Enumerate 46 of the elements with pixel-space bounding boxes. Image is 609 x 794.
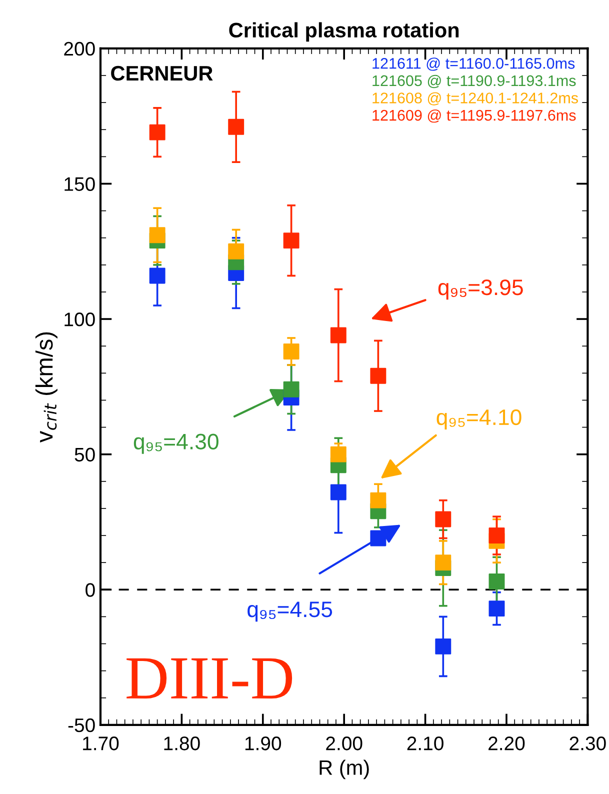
point [370,492,386,508]
annotation: q₉₅=4.55 [248,602,332,622]
point [370,368,386,384]
x-tick-label: 2.30 [570,736,606,750]
y-tick-label: 0 [86,583,95,597]
point [370,530,386,546]
x-axis-title: R (m) [320,760,369,780]
x-tick-label: 2.20 [488,736,525,750]
y-tick-label: -50 [68,718,95,732]
y-tick-label: 100 [64,312,95,326]
point [435,554,452,571]
x-tick-label: 1.90 [245,736,282,750]
y-tick-label: 150 [64,177,95,191]
point [488,600,505,617]
annotation: CERNEUR [111,66,213,81]
point [435,511,452,528]
point [435,638,452,654]
y-tick-label: 50 [74,448,95,462]
y-axis-title: v$_{crit}$ (km/s) [35,332,58,443]
text: 121608 @ t=1240.1-1241.2ms [372,92,578,106]
annotation: q₉₅=3.95 [438,279,523,300]
x-tick-label: 2.00 [326,736,362,750]
point [283,344,300,360]
chart-title: Critical plasma rotation [229,22,459,42]
point [488,574,505,590]
point [228,118,244,135]
point [228,243,244,260]
point [330,484,346,500]
point [330,327,346,344]
point [283,232,300,249]
text: 121605 @ t=1190.9-1193.1ms [372,74,576,88]
point [283,381,300,398]
y-tick-label: 200 [64,42,95,56]
point [330,446,346,462]
x-tick-label: 1.80 [164,736,200,750]
x-tick-label: 1.70 [83,736,119,750]
point [149,268,166,284]
annotation: DIII-D [126,658,292,698]
annotation: q₉₅=4.10 [436,409,522,430]
point [488,528,505,544]
x-tick-label: 2.10 [407,736,444,750]
annotation: q₉₅=4.30 [134,434,218,454]
point [149,227,166,244]
text: 121609 @ t=1195.9-1197.6ms [372,109,576,123]
text: 121611 @ t=1160.0-1165.0ms [372,58,575,71]
point [149,124,166,140]
